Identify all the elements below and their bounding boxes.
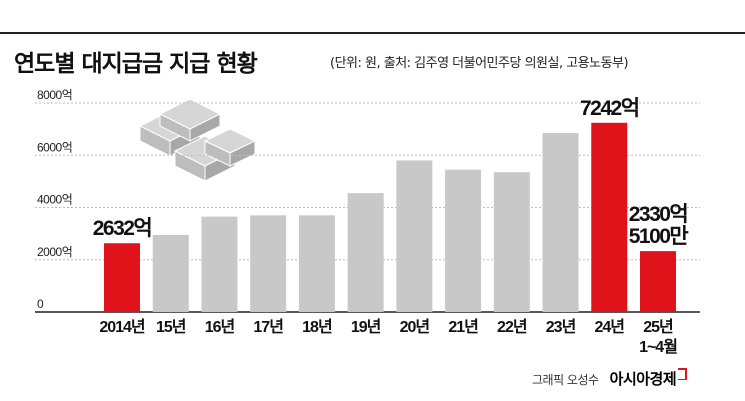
bar xyxy=(152,234,189,312)
y-tick-label: 8000억 xyxy=(37,88,72,102)
x-tick-label: 17년 xyxy=(253,317,283,336)
x-tick-label: 1~4월 xyxy=(639,338,677,356)
y-tick-label: 0 xyxy=(37,297,44,311)
x-tick-label: 22년 xyxy=(497,317,527,336)
y-tick-label: 6000억 xyxy=(37,140,72,154)
bar xyxy=(201,216,238,312)
x-tick-label: 24년 xyxy=(595,317,625,336)
source-note: (단위: 원, 출처: 김주영 더불어민주당 의원실, 고용노동부) xyxy=(330,56,629,71)
footer: 그래픽 오성수 아시아경제 xyxy=(532,368,688,389)
data-label: 2632억 xyxy=(93,217,152,240)
chart-title: 연도별 대지급금 지급 현황 xyxy=(14,51,258,77)
brand-mark-icon xyxy=(678,368,688,380)
x-tick-label: 23년 xyxy=(546,317,576,336)
bar xyxy=(640,251,676,312)
bar xyxy=(445,169,482,312)
bar xyxy=(396,160,433,312)
graphic-credit: 그래픽 오성수 xyxy=(532,373,599,387)
x-tick-label: 19년 xyxy=(351,317,381,336)
x-tick-label: 18년 xyxy=(302,317,332,336)
data-label: 7242억 xyxy=(580,97,639,120)
bar xyxy=(104,243,140,312)
brand-logo: 아시아경제 xyxy=(609,370,677,388)
bar xyxy=(591,122,628,312)
bar xyxy=(347,193,384,312)
x-tick-label: 20년 xyxy=(400,317,430,336)
bar xyxy=(298,215,335,312)
data-label: 2330억 xyxy=(629,203,688,226)
x-tick-label: 2014년 xyxy=(99,317,145,336)
top-rule xyxy=(0,32,745,34)
bar xyxy=(250,215,287,312)
money-stack-illustration xyxy=(138,98,257,182)
bar xyxy=(542,133,579,312)
y-tick-label: 2000억 xyxy=(37,245,72,259)
bar xyxy=(493,172,530,312)
x-tick-label: 21년 xyxy=(448,317,478,336)
x-tick-label: 15년 xyxy=(156,317,186,336)
data-label: 5100만 xyxy=(629,225,689,248)
y-tick-label: 4000억 xyxy=(37,193,72,207)
x-tick-label: 25년 xyxy=(643,317,673,336)
x-tick-label: 16년 xyxy=(205,317,235,336)
